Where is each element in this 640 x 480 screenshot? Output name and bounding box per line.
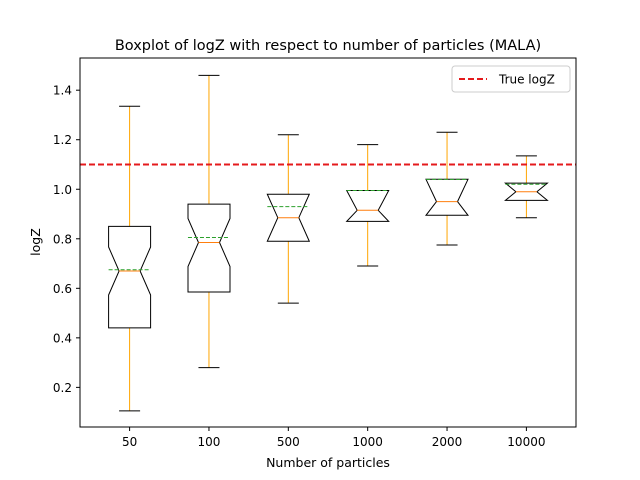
y-tick-label-1.2: 1.2 [53, 133, 72, 147]
box-50-body [108, 225, 152, 329]
axes-frame [79, 57, 577, 428]
x-tick-label-1000: 1000 [352, 435, 383, 449]
y-tick-label-0.6: 0.6 [53, 282, 72, 296]
x-tick-label-10000: 10000 [507, 435, 545, 449]
legend-box [451, 65, 571, 93]
y-tick-label-1.4: 1.4 [53, 84, 72, 98]
legend: True logZ [451, 65, 571, 93]
x-axis-label: Number of particles [266, 455, 390, 470]
y-tick-label-0.2: 0.2 [53, 381, 72, 395]
x-tick-label-500: 500 [277, 435, 300, 449]
x-tick-label-100: 100 [198, 435, 221, 449]
plot-area [80, 74, 576, 412]
box-2000-body [424, 178, 470, 216]
box-1000-body [345, 190, 390, 222]
axis-ticks: 50 100 500 1000 2000 10000 0.2 0.4 0.6 0.8 1.0 1.2 1… [53, 84, 546, 449]
y-tick-label-1.0: 1.0 [53, 183, 72, 197]
y-axis-label: logZ [28, 228, 43, 256]
y-tick-label-0.8: 0.8 [53, 232, 72, 246]
legend-label-true-logz: True logZ [498, 73, 555, 87]
y-tick-label-0.4: 0.4 [53, 331, 72, 345]
x-tick-label-2000: 2000 [432, 435, 463, 449]
box-500-body [266, 193, 311, 242]
box-100-body [187, 203, 231, 293]
x-tick-label-50: 50 [122, 435, 137, 449]
chart-title: Boxplot of logZ with respect to number o… [115, 38, 541, 54]
